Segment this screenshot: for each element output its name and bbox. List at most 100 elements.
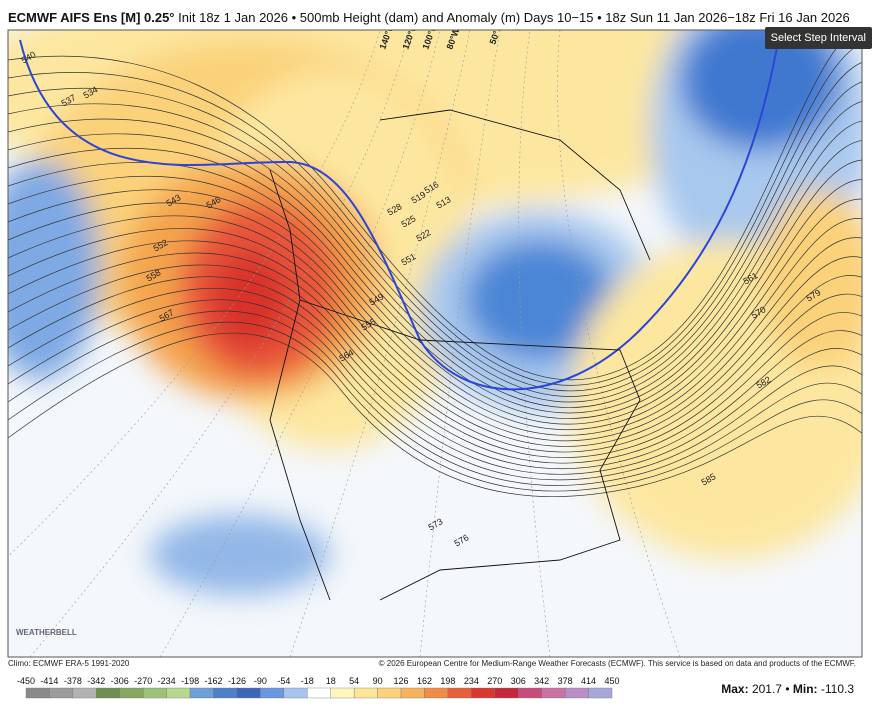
copyright: © 2026 European Centre for Medium-Range …	[378, 659, 856, 668]
colorbar-tick-label: 270	[487, 676, 502, 686]
colorbar-tick-label: -90	[254, 676, 267, 686]
colorbar-cell	[518, 687, 542, 699]
colorbar-tick-label: -54	[277, 676, 290, 686]
contour-line	[8, 228, 862, 447]
colorbar-tick-label: 54	[349, 676, 359, 686]
contour-line	[8, 140, 862, 414]
anomaly-blob	[210, 250, 290, 350]
colorbar-cell	[96, 687, 120, 699]
colorbar-cell	[142, 687, 167, 699]
min-value: -110.3	[820, 682, 854, 696]
contour-line	[8, 175, 862, 425]
colorbar-cell	[588, 687, 613, 699]
contour-line	[8, 240, 862, 453]
contour-line	[8, 81, 862, 397]
colorbar-cell	[377, 687, 402, 699]
graticule	[289, 30, 471, 657]
header: ECMWF AIFS Ens [M] 0.25° Init 18z 1 Jan …	[8, 10, 850, 25]
contour-line	[8, 62, 862, 392]
colorbar-cell	[25, 687, 50, 699]
colorbar-tick-label: -270	[134, 676, 152, 686]
colorbar-tick-label: -234	[158, 676, 176, 686]
colorbar-tick-label: 414	[581, 676, 596, 686]
coastline	[269, 109, 651, 601]
colorbar-tick-label: -198	[181, 676, 199, 686]
colorbar-tick-label: -162	[205, 676, 223, 686]
colorbar-cell	[400, 687, 425, 699]
contour-line	[8, 202, 862, 436]
contour-line	[8, 276, 862, 469]
colorbar-tick-label: 18	[326, 676, 336, 686]
logo: WEATHERBELL	[16, 628, 77, 637]
colorbar-tick-label: 162	[417, 676, 432, 686]
colorbar-tick-label: -414	[40, 676, 58, 686]
separator: •	[785, 682, 790, 696]
colorbar-cell	[447, 687, 472, 699]
colorbar-cell	[72, 687, 97, 699]
anomaly-blob	[150, 515, 330, 595]
max-min: Max: 201.7 • Min: -110.3	[721, 682, 854, 696]
colorbar-tick-label: 378	[558, 676, 573, 686]
colorbar-tick-label: 126	[394, 676, 409, 686]
max-value: 201.7	[751, 682, 782, 696]
colorbar-cell	[166, 687, 191, 699]
colorbar-cell	[330, 687, 355, 699]
colorbar-tick-label: 450	[604, 676, 619, 686]
colorbar-cell	[236, 687, 261, 699]
model-name: ECMWF AIFS Ens [M] 0.25°	[8, 10, 175, 25]
colorbar-tick-label: 234	[464, 676, 479, 686]
contour-line	[8, 159, 862, 419]
colorbar-cell	[424, 687, 449, 699]
colorbar-cell	[541, 687, 566, 699]
anomaly-blob	[760, 190, 862, 370]
contour-line	[8, 42, 862, 386]
colorbar-cell	[260, 687, 285, 699]
graticule	[518, 30, 551, 657]
contour-line	[8, 264, 862, 464]
contour-line	[8, 189, 862, 431]
description: Init 18z 1 Jan 2026 • 500mb Height (dam)…	[178, 10, 850, 25]
colorbar-tick-label: -18	[301, 676, 314, 686]
colorbar-tick-label: -450	[17, 676, 35, 686]
colorbar-cell	[119, 687, 144, 699]
contour-line	[8, 332, 862, 498]
colorbar-tick-label: -306	[111, 676, 129, 686]
min-label: Min:	[792, 682, 818, 696]
anomaly-blob	[465, 240, 615, 360]
map-border	[7, 29, 863, 658]
colorbar-cell	[471, 687, 495, 699]
max-label: Max:	[721, 682, 749, 696]
colorbar-cell	[307, 687, 331, 699]
anomaly-blob	[680, 30, 840, 150]
contour-line	[8, 30, 854, 381]
colorbar-cell	[49, 687, 74, 699]
contour-line	[8, 215, 862, 442]
colorbar-tick-label: 90	[373, 676, 383, 686]
colorbar-tick-label: 198	[440, 676, 455, 686]
colorbar-cell	[283, 687, 308, 699]
colorbar-cell	[564, 687, 589, 699]
colorbar-cell	[353, 687, 378, 699]
contour-line	[8, 120, 862, 408]
colorbar-tick-label: 306	[511, 676, 526, 686]
contour-line	[8, 299, 862, 481]
colorbar-tick-label: -378	[64, 676, 82, 686]
colorbar-cell	[494, 687, 519, 699]
contour-line	[8, 321, 862, 492]
colorbar-cell	[213, 687, 238, 699]
colorbar-tick-label: -126	[228, 676, 246, 686]
anomaly-blob	[8, 160, 100, 380]
colorbar-tick-label: -342	[87, 676, 105, 686]
colorbar-cell	[189, 687, 214, 699]
contour-line	[8, 288, 862, 475]
step-interval-button[interactable]: Select Step Interval	[764, 27, 872, 49]
contour-line	[8, 310, 862, 486]
contour-line	[8, 101, 862, 403]
contour-line	[8, 252, 862, 458]
colorbar-tick-label: 342	[534, 676, 549, 686]
anomalies	[8, 30, 862, 595]
climo-note: Climo: ECMWF ERA-5 1991-2020	[8, 659, 130, 668]
